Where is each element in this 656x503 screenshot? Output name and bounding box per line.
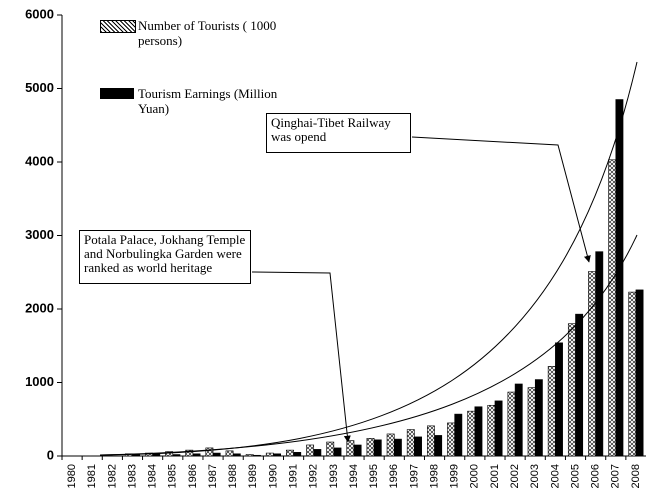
x-tick-label: 2006: [590, 464, 602, 488]
x-tick-label: 1999: [449, 464, 461, 488]
legend-label: Tourism Earnings (Million Yuan): [138, 86, 278, 116]
bar: [353, 444, 362, 457]
bar: [494, 400, 503, 457]
x-tick-label: 1990: [267, 464, 279, 488]
x-tick-label: 2007: [610, 464, 622, 488]
bar: [474, 406, 483, 457]
annotation: Qinghai-Tibet Railway was opend: [266, 113, 411, 153]
x-tick-label: 2002: [509, 464, 521, 488]
bar: [628, 291, 637, 457]
legend-label: Number of Tourists ( 1000 persons): [138, 18, 277, 48]
y-tick-label: 2000: [25, 300, 54, 315]
bar: [205, 447, 214, 457]
y-tick-label: 3000: [25, 227, 54, 242]
x-tick-label: 1988: [227, 464, 239, 488]
bar: [293, 452, 302, 457]
bar: [253, 454, 261, 457]
annotation: Potala Palace, Jokhang Temple and Norbul…: [79, 230, 251, 284]
y-tick-label: 5000: [25, 80, 54, 95]
bar: [507, 391, 516, 457]
bar: [326, 441, 335, 457]
x-tick-label: 2003: [529, 464, 541, 488]
bar: [192, 453, 201, 457]
bar: [273, 453, 281, 457]
bar: [366, 438, 375, 457]
bar: [467, 410, 476, 457]
bar: [615, 99, 624, 457]
bar: [588, 271, 596, 457]
bar: [567, 323, 576, 457]
bar: [225, 450, 234, 457]
x-tick-label: 1983: [126, 464, 138, 488]
bar: [286, 449, 294, 457]
bar: [212, 452, 221, 457]
legend-item: [100, 18, 136, 33]
bar: [595, 251, 604, 457]
annotation-arrow: [251, 271, 351, 443]
trend-curve: [99, 234, 638, 456]
bar: [434, 435, 443, 457]
bar: [386, 433, 395, 457]
bar: [232, 453, 241, 457]
y-tick-label: 6000: [25, 6, 54, 21]
bar: [393, 438, 402, 457]
bar: [346, 440, 355, 457]
legend-swatch: [100, 20, 136, 33]
x-tick-label: 2005: [569, 464, 581, 488]
x-tick-label: 1997: [408, 464, 420, 488]
bar: [454, 413, 463, 457]
x-tick-label: 1982: [106, 464, 118, 488]
x-tick-label: 1998: [428, 464, 440, 488]
y-tick-label: 0: [47, 447, 54, 462]
bar: [265, 452, 274, 457]
x-tick-label: 2000: [469, 464, 481, 488]
x-tick-label: 1987: [207, 464, 219, 488]
bar: [427, 425, 435, 457]
x-tick-label: 1985: [167, 464, 179, 488]
bar: [575, 313, 584, 457]
x-tick-label: 1980: [66, 464, 78, 488]
bar: [406, 429, 415, 457]
bar: [635, 289, 644, 457]
bar: [313, 449, 322, 457]
bar: [547, 366, 556, 457]
x-tick-label: 2001: [489, 464, 501, 488]
x-tick-label: 1992: [308, 464, 320, 488]
bar: [373, 439, 382, 457]
bar: [185, 449, 194, 457]
x-tick-label: 1984: [147, 464, 159, 488]
bar: [333, 447, 342, 457]
bar: [487, 404, 496, 457]
bar: [245, 454, 254, 457]
bar: [534, 379, 543, 457]
x-tick-label: 1989: [247, 464, 259, 488]
bar: [608, 159, 617, 457]
bar: [414, 436, 422, 457]
bar: [555, 342, 563, 457]
x-tick-label: 1991: [287, 464, 299, 488]
x-tick-label: 1995: [368, 464, 380, 488]
x-tick-label: 2004: [549, 464, 561, 488]
bar: [306, 444, 315, 457]
x-tick-label: 2008: [630, 464, 642, 488]
bar: [172, 454, 181, 457]
bar: [165, 451, 174, 457]
y-tick-label: 1000: [25, 374, 54, 389]
legend-swatch: [100, 88, 134, 99]
bar: [447, 422, 455, 457]
legend-item: [100, 86, 134, 101]
x-tick-label: 1981: [86, 464, 98, 488]
x-tick-label: 1986: [187, 464, 199, 488]
bar: [527, 387, 536, 457]
bar: [514, 383, 523, 457]
annotation-arrow: [411, 136, 591, 263]
y-tick-label: 4000: [25, 153, 54, 168]
x-tick-label: 1993: [328, 464, 340, 488]
x-tick-label: 1996: [388, 464, 400, 488]
x-tick-label: 1994: [348, 464, 360, 488]
